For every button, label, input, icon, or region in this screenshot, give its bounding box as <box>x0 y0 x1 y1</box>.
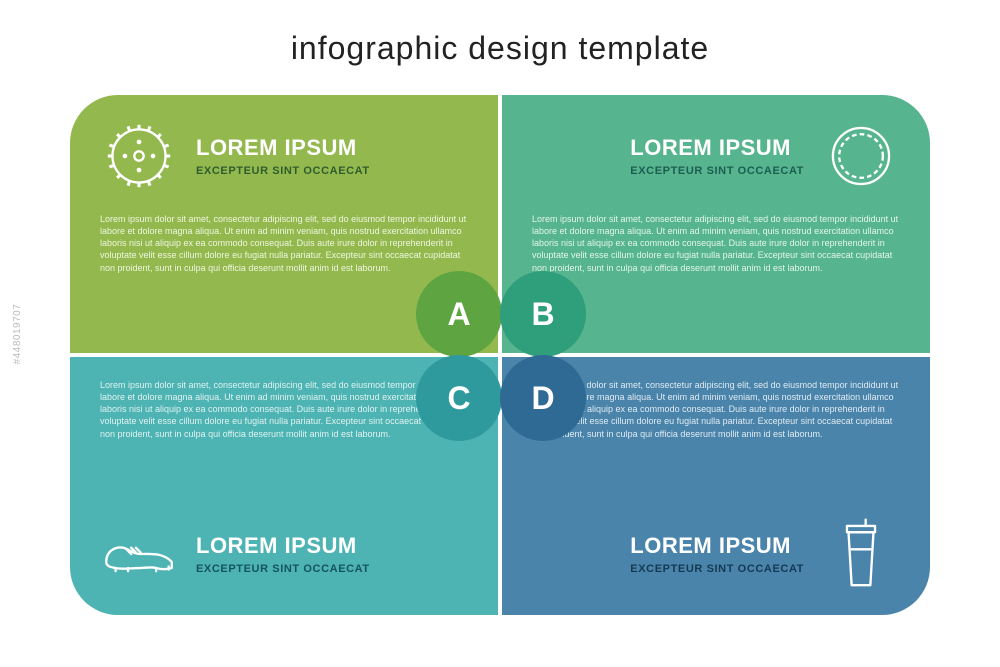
circle-ring-icon <box>822 117 900 195</box>
watermark-text: #448019707 <box>12 303 23 364</box>
cup-icon <box>822 515 900 593</box>
card-c-header: LOREM IPSUM EXCEPTEUR SINT OCCAECAT <box>100 515 468 593</box>
card-b-body: Lorem ipsum dolor sit amet, consectetur … <box>532 213 900 274</box>
page: #448019707 infographic design template <box>0 0 1000 667</box>
card-c-body: Lorem ipsum dolor sit amet, consectetur … <box>100 379 468 440</box>
card-b-title: LOREM IPSUM <box>630 135 804 161</box>
card-d-subtitle: EXCEPTEUR SINT OCCAECAT <box>630 563 804 575</box>
card-a-header: LOREM IPSUM EXCEPTEUR SINT OCCAECAT <box>100 117 468 195</box>
shoe-icon <box>100 515 178 593</box>
card-a-title: LOREM IPSUM <box>196 135 370 161</box>
card-c-titles: LOREM IPSUM EXCEPTEUR SINT OCCAECAT <box>196 533 370 575</box>
badge-d: D <box>500 355 586 441</box>
card-d-title: LOREM IPSUM <box>630 533 804 559</box>
card-a-titles: LOREM IPSUM EXCEPTEUR SINT OCCAECAT <box>196 135 370 177</box>
card-d-titles: LOREM IPSUM EXCEPTEUR SINT OCCAECAT <box>630 533 804 575</box>
card-a-body: Lorem ipsum dolor sit amet, consectetur … <box>100 213 468 274</box>
badge-c: C <box>416 355 502 441</box>
badge-a: A <box>416 271 502 357</box>
page-title: infographic design template <box>60 30 940 67</box>
infographic-grid: LOREM IPSUM EXCEPTEUR SINT OCCAECAT Lore… <box>70 95 930 615</box>
card-d-body: Lorem ipsum dolor sit amet, consectetur … <box>532 379 900 440</box>
card-b-subtitle: EXCEPTEUR SINT OCCAECAT <box>630 165 804 177</box>
card-a-subtitle: EXCEPTEUR SINT OCCAECAT <box>196 165 370 177</box>
card-c-subtitle: EXCEPTEUR SINT OCCAECAT <box>196 563 370 575</box>
gear-icon <box>100 117 178 195</box>
card-c-title: LOREM IPSUM <box>196 533 370 559</box>
card-b-header: LOREM IPSUM EXCEPTEUR SINT OCCAECAT <box>532 117 900 195</box>
card-d-header: LOREM IPSUM EXCEPTEUR SINT OCCAECAT <box>532 515 900 593</box>
badge-b: B <box>500 271 586 357</box>
card-b-titles: LOREM IPSUM EXCEPTEUR SINT OCCAECAT <box>630 135 804 177</box>
